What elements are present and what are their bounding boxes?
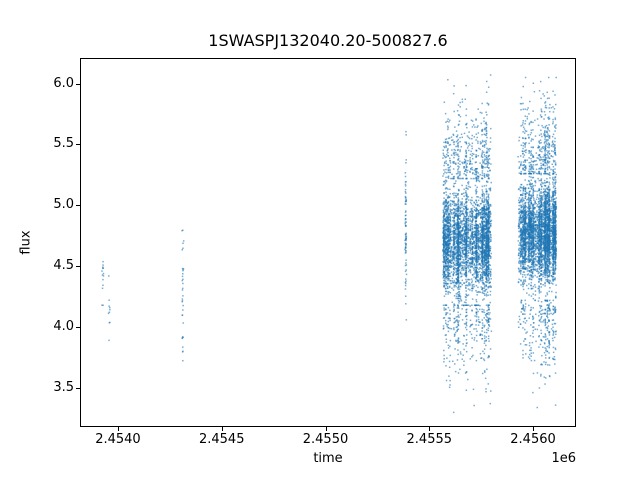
y-tick-label: 3.5 bbox=[53, 380, 74, 396]
y-tick-mark bbox=[76, 266, 80, 268]
x-tick-mark bbox=[325, 427, 327, 431]
y-axis-label: flux bbox=[18, 230, 34, 255]
x-tick-label: 2.4560 bbox=[510, 432, 556, 447]
x-tick-mark bbox=[117, 427, 119, 431]
x-axis-label: time bbox=[313, 451, 343, 466]
y-tick-label: 4.0 bbox=[53, 319, 74, 335]
x-tick-mark bbox=[533, 427, 535, 431]
chart-title: 1SWASPJ132040.20-500827.6 bbox=[208, 31, 448, 50]
x-tick-mark bbox=[221, 427, 223, 431]
x-tick-mark bbox=[429, 427, 431, 431]
x-tick-label: 2.4550 bbox=[302, 432, 349, 447]
x-tick-label: 2.4540 bbox=[95, 432, 141, 447]
x-axis-offset-label: 1e6 bbox=[551, 451, 576, 466]
x-tick-label: 2.4555 bbox=[406, 432, 453, 447]
y-tick-label: 6.0 bbox=[53, 75, 74, 91]
y-tick-label: 4.5 bbox=[53, 258, 74, 274]
y-tick-mark bbox=[76, 144, 80, 146]
x-tick-label: 2.4545 bbox=[198, 432, 245, 447]
y-tick-mark bbox=[76, 388, 80, 390]
y-tick-mark bbox=[76, 83, 80, 85]
y-tick-label: 5.0 bbox=[53, 197, 74, 213]
y-tick-mark bbox=[76, 205, 80, 207]
y-tick-mark bbox=[76, 327, 80, 329]
y-tick-label: 5.5 bbox=[53, 136, 74, 152]
